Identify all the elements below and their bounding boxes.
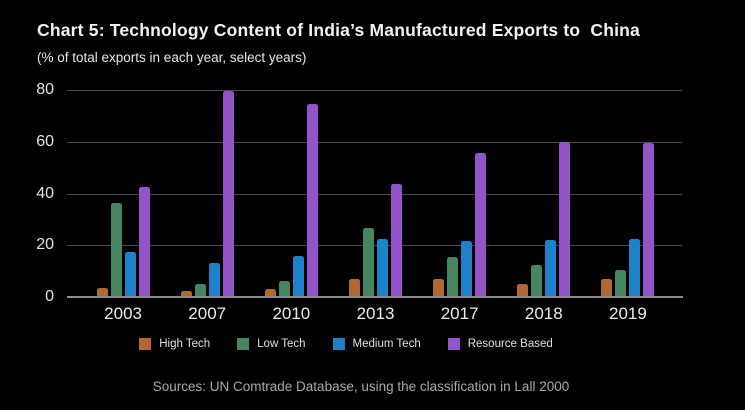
legend-swatch-medium-tech (332, 338, 345, 350)
legend-swatch-resource-based (447, 338, 460, 350)
bar-groups (81, 90, 670, 297)
bar-low-tech-2019 (615, 269, 627, 297)
x-axis-label-2017: 2017 (440, 304, 479, 323)
bar-medium-tech-2003 (124, 251, 136, 297)
bar-high-tech-2003 (96, 287, 108, 297)
bar-low-tech-2017 (447, 256, 459, 297)
legend-item-medium-tech: Medium Tech (332, 338, 421, 350)
bar-high-tech-2017 (433, 278, 445, 297)
bar-medium-tech-2017 (461, 241, 473, 297)
y-axis-tick-label-40: 40 (36, 184, 54, 202)
chart-title: Chart 5: Technology Content of India’s M… (37, 20, 640, 40)
y-axis-tick-label-60: 60 (36, 132, 54, 150)
chart-subtitle: (% of total exports in each year, select… (37, 50, 307, 65)
bar-medium-tech-2018 (545, 240, 557, 297)
gridline-20 (67, 245, 682, 247)
bar-low-tech-2013 (362, 228, 374, 297)
bar-high-tech-2007 (180, 290, 192, 297)
x-axis-label-2018: 2018 (524, 304, 563, 323)
bar-group-2018 (502, 90, 586, 297)
bar-resource-based-2007 (222, 91, 234, 297)
legend: High Tech Low Tech Medium Tech Resource Bas… (0, 338, 692, 350)
gridline-40 (67, 193, 682, 195)
bar-low-tech-2007 (194, 284, 206, 297)
gridline-60 (67, 141, 682, 143)
y-axis: 0 20 40 60 80 (0, 81, 59, 305)
x-axis-line (67, 296, 683, 298)
legend-label-low-tech: Low Tech (257, 338, 306, 350)
x-axis-label-2010: 2010 (272, 304, 311, 323)
bar-low-tech-2003 (110, 202, 122, 297)
bar-group-2010 (249, 90, 333, 297)
bar-high-tech-2019 (601, 278, 613, 297)
bar-medium-tech-2007 (208, 263, 220, 297)
bar-resource-based-2013 (390, 184, 402, 297)
plot-area (67, 90, 682, 297)
legend-swatch-low-tech (237, 338, 250, 350)
gridline-80 (67, 90, 682, 91)
bar-group-2013 (333, 90, 417, 297)
bar-group-2003 (81, 90, 165, 297)
x-axis-label-2019: 2019 (609, 304, 647, 323)
legend-label-high-tech: High Tech (159, 338, 211, 350)
bar-resource-based-2017 (475, 153, 487, 297)
bar-medium-tech-2019 (629, 238, 641, 297)
x-axis-label-2003: 2003 (104, 304, 142, 323)
bar-medium-tech-2013 (376, 238, 388, 297)
legend-item-low-tech: Low Tech (237, 338, 306, 350)
x-axis-label-2013: 2013 (356, 304, 395, 323)
bar-group-2007 (165, 90, 249, 297)
legend-swatch-high-tech (139, 338, 152, 350)
legend-item-high-tech: High Tech (139, 338, 210, 350)
source-note: Sources: UN Comtrade Database, using the… (152, 379, 570, 394)
y-axis-tick-label-20: 20 (36, 236, 54, 254)
bar-high-tech-2010 (264, 289, 276, 297)
y-axis-tick-label-80: 80 (36, 81, 54, 98)
bar-resource-based-2018 (559, 141, 571, 297)
bar-resource-based-2019 (643, 143, 655, 297)
legend-label-resource-based: Resource Based (467, 338, 553, 350)
bar-resource-based-2003 (138, 187, 150, 297)
bar-group-2019 (586, 90, 670, 297)
legend-item-resource-based: Resource Based (447, 338, 553, 350)
bar-high-tech-2018 (517, 284, 529, 297)
bar-high-tech-2013 (348, 278, 360, 297)
x-axis-label-2007: 2007 (188, 304, 227, 323)
legend-label-medium-tech: Medium Tech (352, 338, 421, 350)
y-axis-tick-label-0: 0 (45, 288, 54, 305)
bar-medium-tech-2010 (292, 255, 304, 297)
bar-resource-based-2010 (306, 104, 318, 297)
bar-group-2017 (418, 90, 502, 297)
x-axis-labels: 2003 2007 2010 2013 2017 2018 2019 (81, 304, 670, 324)
bar-low-tech-2018 (531, 264, 543, 297)
bar-low-tech-2010 (278, 281, 290, 297)
